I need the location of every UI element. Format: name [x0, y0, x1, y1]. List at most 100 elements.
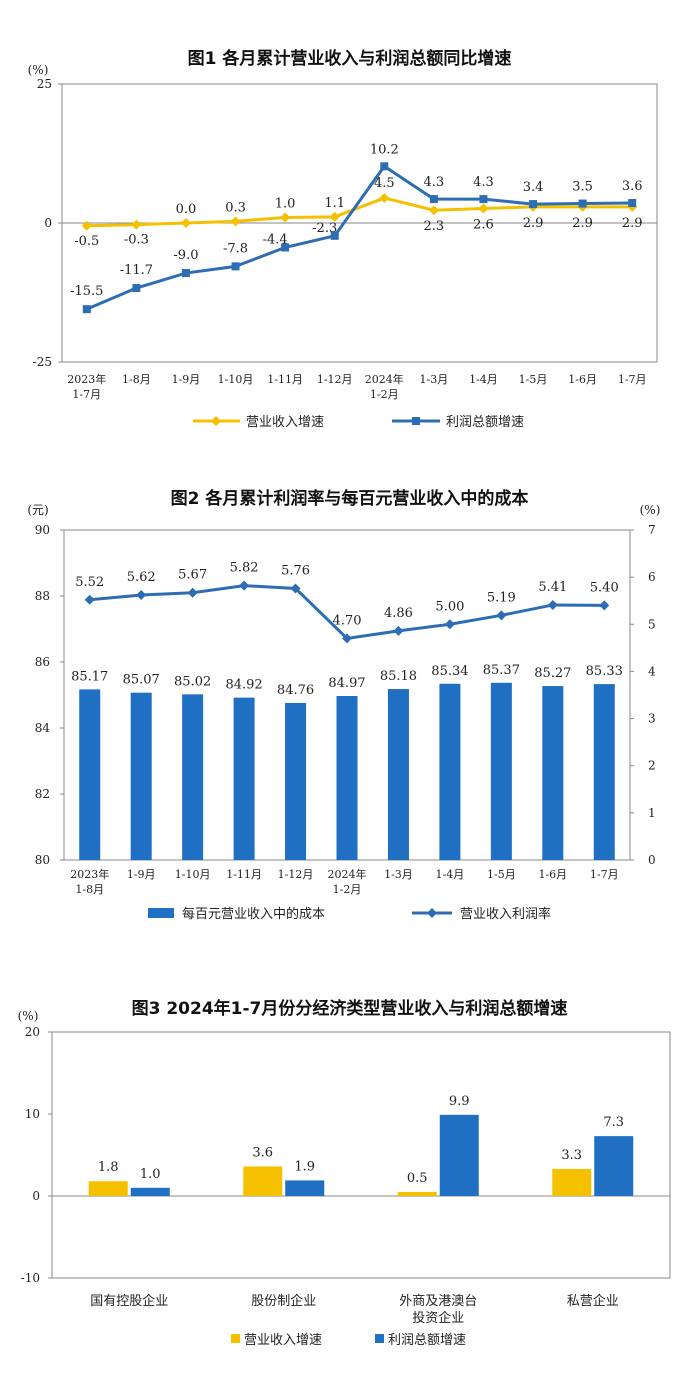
- chart-1-x-tick-label: 2024年: [365, 372, 404, 386]
- chart-1-data-label: 1.1: [324, 196, 345, 211]
- chart-2-y-left-tick-label: 80: [35, 853, 50, 867]
- chart-1-x-tick-label: 1-7月: [72, 388, 101, 401]
- chart-1-point: [479, 195, 488, 204]
- chart-3-bar: [594, 1136, 634, 1196]
- chart-2-line-point: [393, 625, 404, 636]
- chart-2-x-tick-label: 1-5月: [487, 868, 516, 881]
- chart-3-x-tick-label: 国有控股企业: [90, 1293, 168, 1309]
- chart-1-x-tick-label: 1-7月: [618, 373, 647, 386]
- chart-1-data-label: -2.3: [312, 221, 337, 236]
- chart-2-bar: [285, 702, 307, 860]
- chart-2-x-tick-label: 1-6月: [538, 868, 567, 881]
- chart-2-left-unit-label: (元): [27, 503, 48, 517]
- chart-1-series-line-1: [86, 164, 633, 311]
- chart-2-bar: [439, 683, 461, 860]
- chart-2-right-unit-label: (%): [640, 503, 661, 517]
- chart-1-point: [428, 205, 439, 216]
- chart-1-data-label: -15.5: [70, 284, 103, 299]
- chart-1-x-tick-label: 1-8月: [122, 373, 151, 386]
- chart-3-legend-swatch: [375, 1334, 384, 1343]
- chart-2-line-label: 5.62: [127, 570, 156, 585]
- chart-1-data-label: 3.5: [572, 180, 593, 195]
- chart-1-data-label: 1.0: [275, 196, 296, 211]
- chart-1-x-tick-label: 1-3月: [420, 373, 449, 386]
- chart-2-bar-label: 85.33: [586, 664, 623, 679]
- chart-3-plot-frame: [51, 1031, 671, 1279]
- chart-3-title: 图3 2024年1-7月份分经济类型营业收入与利润总额增速: [131, 999, 568, 1019]
- chart-2-x-tick-label: 1-11月: [226, 868, 262, 881]
- chart-2-bar: [387, 689, 409, 860]
- chart-2-line-point: [187, 587, 198, 598]
- chart-3-x-tick-label: 投资企业: [412, 1310, 464, 1326]
- chart-3-legend-swatch: [231, 1334, 240, 1343]
- chart-1-point: [231, 262, 240, 271]
- chart-3-bar: [397, 1191, 437, 1196]
- chart-1-point: [230, 216, 241, 227]
- chart-3-unit-label: (%): [18, 1009, 39, 1023]
- chart-2-bar: [542, 686, 564, 860]
- chart-1-point: [429, 195, 438, 204]
- chart-2-y-right-tick-label: 5: [648, 617, 656, 631]
- chart-3-legend-label: 利润总额增速: [388, 1333, 466, 1348]
- chart-2-bar-label: 85.37: [483, 663, 520, 678]
- chart-1-data-label: 4.5: [374, 176, 395, 191]
- chart-3-bar-label: 3.6: [252, 1145, 273, 1160]
- chart-2-legend-label: 营业收入利润率: [460, 906, 551, 922]
- chart-1-data-label: -4.4: [263, 232, 288, 247]
- chart-1-data-label: 10.2: [370, 142, 399, 157]
- chart-2-y-right-tick-label: 0: [648, 853, 656, 867]
- chart-1-x-tick-label: 1-12月: [317, 373, 353, 386]
- chart-3-bar-label: 9.9: [449, 1094, 470, 1109]
- chart-2-y-right-tick-label: 3: [648, 712, 656, 726]
- chart-2-x-tick-label: 1-8月: [75, 883, 104, 896]
- chart-1-x-tick-label: 1-2月: [370, 388, 399, 401]
- chart-3-legend-label: 营业收入增速: [244, 1333, 322, 1348]
- chart-2-x-tick-label: 1-2月: [333, 883, 362, 896]
- chart-1-point: [379, 192, 390, 203]
- chart-1-data-label: 2.3: [424, 219, 445, 234]
- chart-1-point: [82, 305, 91, 314]
- chart-2-x-tick-label: 1-4月: [436, 868, 465, 881]
- chart-1-data-label: 3.4: [523, 180, 544, 195]
- chart-2-x-tick-label: 1-9月: [127, 868, 156, 881]
- chart-2-bar-label: 84.97: [328, 676, 365, 691]
- chart-1-point: [81, 220, 92, 231]
- chart-2-y-left-tick-label: 90: [35, 523, 50, 537]
- chart-3-bar-label: 1.9: [294, 1159, 315, 1174]
- chart-2-bar: [182, 694, 204, 860]
- chart-1-data-label: 2.9: [572, 216, 593, 231]
- chart-2-y-right-tick-label: 2: [648, 759, 656, 773]
- chart-1-unit-label: (%): [28, 63, 49, 77]
- chart-1-data-label: 2.9: [523, 216, 544, 231]
- chart-3-bar-label: 1.8: [98, 1160, 119, 1175]
- chart-1-point: [578, 199, 587, 208]
- chart-2-line: [89, 584, 605, 641]
- chart-3-bar: [243, 1166, 283, 1196]
- chart-3-x-tick-label: 股份制企业: [251, 1293, 316, 1309]
- chart-2-y-right-tick-label: 7: [648, 523, 656, 537]
- chart-2-line-label: 5.76: [281, 563, 310, 578]
- chart-1-x-tick-label: 1-6月: [568, 373, 597, 386]
- chart-2-bar: [336, 695, 358, 860]
- chart-2-bar-label: 85.17: [71, 669, 108, 684]
- chart-2-y-left-tick-label: 86: [35, 655, 50, 669]
- chart-1-point: [132, 284, 141, 293]
- chart-3-x-tick-label: 外商及港澳台: [399, 1293, 477, 1309]
- chart-1-x-tick-label: 1-11月: [267, 373, 303, 386]
- chart-1-y-tick-label: -25: [33, 355, 52, 369]
- chart-1-point: [131, 219, 142, 230]
- chart-1-point: [529, 200, 538, 209]
- chart-3-bar: [88, 1181, 128, 1196]
- chart-3-bar: [439, 1114, 479, 1196]
- chart-2-line-point: [496, 610, 507, 621]
- chart-3-y-tick-label: -10: [21, 1271, 40, 1285]
- chart-1-data-label: 4.3: [473, 175, 494, 190]
- chart-1-data-label: -0.3: [124, 233, 149, 248]
- chart-2-y-right-tick-label: 4: [648, 664, 656, 678]
- chart-2-y-left-tick-label: 84: [35, 721, 51, 735]
- chart-2-bar: [130, 692, 152, 860]
- chart-1-data-label: 3.6: [622, 179, 643, 194]
- chart-1-legend-label: 利润总额增速: [446, 415, 524, 430]
- chart-2-line-label: 5.67: [178, 568, 207, 583]
- chart-2-x-tick-label: 1-12月: [278, 868, 314, 881]
